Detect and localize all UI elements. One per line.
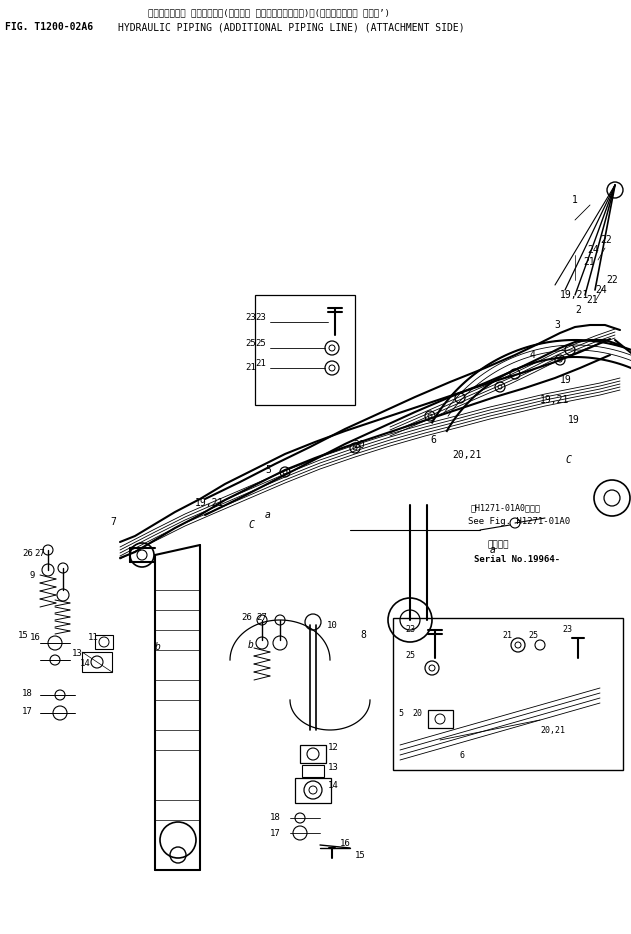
Text: 22: 22 xyxy=(606,275,618,285)
Bar xyxy=(255,295,355,405)
Text: 16: 16 xyxy=(340,839,351,847)
Text: 18: 18 xyxy=(22,688,33,698)
Text: HYDRAULIC PIPING (ADDITIONAL PIPING LINE) (ATTACHMENT SIDE): HYDRAULIC PIPING (ADDITIONAL PIPING LINE… xyxy=(118,22,464,32)
Text: 25: 25 xyxy=(255,339,266,348)
Text: FIG. T1200-02A6: FIG. T1200-02A6 xyxy=(5,22,93,32)
Bar xyxy=(393,618,623,770)
Text: a: a xyxy=(490,545,496,555)
Text: 20: 20 xyxy=(353,440,365,450)
Text: 19,21: 19,21 xyxy=(540,395,569,405)
Text: a: a xyxy=(265,510,271,520)
Text: 24: 24 xyxy=(587,245,599,255)
Text: ハイドロリック パイピング　(ゾクセツ パイピング　ライン)　(アタッチメント サイド’): ハイドロリック パイピング (ゾクセツ パイピング ライン) (アタッチメント … xyxy=(148,8,390,17)
Text: 19: 19 xyxy=(568,415,580,425)
Text: 8: 8 xyxy=(360,630,366,640)
Text: Serial No.19964-: Serial No.19964- xyxy=(474,556,560,564)
Text: 16: 16 xyxy=(30,633,41,643)
Text: 23: 23 xyxy=(405,626,415,634)
Text: 15: 15 xyxy=(355,851,366,859)
Text: 6: 6 xyxy=(460,752,465,760)
Text: 20: 20 xyxy=(412,710,422,718)
Text: 20,21: 20,21 xyxy=(540,726,565,734)
Text: 21: 21 xyxy=(255,360,266,369)
Bar xyxy=(82,652,112,672)
Text: 12: 12 xyxy=(328,743,339,753)
Text: 21: 21 xyxy=(502,631,512,641)
Text: 5: 5 xyxy=(398,710,403,718)
Text: 25: 25 xyxy=(528,631,538,641)
Text: 23: 23 xyxy=(245,314,256,322)
Text: 23: 23 xyxy=(255,314,266,322)
Text: 21: 21 xyxy=(586,295,598,305)
Text: 2: 2 xyxy=(575,305,581,315)
Text: 20,21: 20,21 xyxy=(452,450,481,460)
Text: 25: 25 xyxy=(245,339,256,348)
Text: 4: 4 xyxy=(530,350,536,360)
Text: 13: 13 xyxy=(72,648,83,658)
Bar xyxy=(300,745,326,763)
Text: C: C xyxy=(565,455,571,465)
Text: See Fig. H1271-01A0: See Fig. H1271-01A0 xyxy=(468,517,570,527)
Text: 22: 22 xyxy=(600,235,611,245)
Text: 26: 26 xyxy=(22,548,33,558)
Text: 10: 10 xyxy=(327,620,338,630)
Text: 1: 1 xyxy=(572,195,578,205)
Text: 11: 11 xyxy=(88,632,98,642)
Text: 14: 14 xyxy=(80,658,91,668)
Text: 19: 19 xyxy=(560,375,572,385)
Bar xyxy=(95,635,113,649)
Text: 25: 25 xyxy=(405,652,415,660)
Text: 9: 9 xyxy=(30,571,35,579)
Text: 6: 6 xyxy=(430,435,436,445)
Text: 13: 13 xyxy=(328,762,339,771)
Text: 19,21: 19,21 xyxy=(560,290,589,300)
Text: b: b xyxy=(248,640,254,650)
Text: 5: 5 xyxy=(265,465,271,475)
Text: 15: 15 xyxy=(18,630,29,640)
Text: 27: 27 xyxy=(34,548,45,558)
Text: 常H1271-01A0図参照: 常H1271-01A0図参照 xyxy=(471,503,541,513)
Text: 18: 18 xyxy=(270,814,281,823)
Text: 21: 21 xyxy=(245,363,256,373)
Text: 19,21: 19,21 xyxy=(195,498,225,508)
Text: 7: 7 xyxy=(110,517,116,527)
Text: b: b xyxy=(155,642,161,652)
Text: 14: 14 xyxy=(328,781,339,789)
Bar xyxy=(302,765,324,777)
Text: 21: 21 xyxy=(583,257,595,267)
Text: 3: 3 xyxy=(554,320,560,330)
Text: C: C xyxy=(248,520,254,530)
Text: 23: 23 xyxy=(562,626,572,634)
Text: 17: 17 xyxy=(270,828,281,838)
Text: 26: 26 xyxy=(241,613,252,621)
Text: 17: 17 xyxy=(22,707,33,716)
Bar xyxy=(295,778,331,803)
Text: 24: 24 xyxy=(595,285,607,295)
Text: 27: 27 xyxy=(256,613,267,621)
Bar xyxy=(428,710,453,728)
Text: 適用号等: 適用号等 xyxy=(487,541,509,549)
